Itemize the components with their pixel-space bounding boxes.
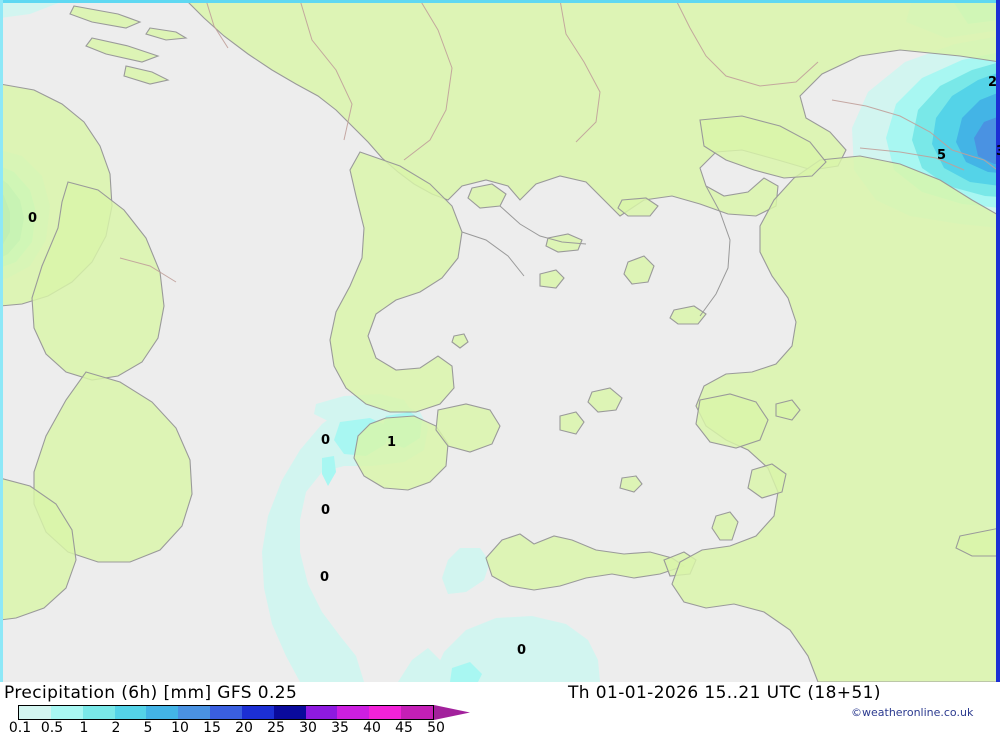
colorbar-band-0.1[interactable] [19,706,51,719]
precip-band-0.1-crete-w [442,548,490,594]
colorbar-band-15[interactable] [210,706,242,719]
land-island-cyprus-ne [955,527,1000,557]
colorbar-tick-10: 10 [171,720,189,733]
land-anatolia [671,155,1000,682]
colorbar-swatches[interactable] [18,705,434,720]
precip-band-0.1-ionian [262,400,428,682]
colorbar-tick-40: 40 [363,720,381,733]
map-frame-right [996,0,1000,682]
colorbar-band-5[interactable] [146,706,179,719]
land-anatolia-west-lobe [695,393,769,449]
land-dalmatian-islands-4 [145,27,188,41]
colorbar-band-0.5[interactable] [50,706,83,719]
copyright-notice: ©weatheronline.co.uk [851,706,974,719]
border-line-4 [675,0,819,87]
land-thrace [699,115,827,179]
coast-turkey-west [699,185,731,317]
colorbar-band-40[interactable] [369,706,402,719]
colorbar-band-45[interactable] [401,706,433,719]
forecast-datetime: Th 01-01-2026 15..21 UTC (18+51) [568,683,881,703]
map-frame-left [0,0,3,682]
colorbar-tick-20: 20 [235,720,253,733]
border-line-7 [205,0,229,49]
land-italy-lower [33,371,193,563]
map-footer: Precipitation (6h) [mm] GFS 0.25 Th 01-0… [0,682,1000,733]
coast-aegean-detail-2 [461,231,525,277]
land-dalmatian-islands-1 [69,5,142,29]
land-island-samos [669,305,707,325]
colorbar-band-25[interactable] [273,706,306,719]
land-dalmatian-islands-3 [123,65,170,85]
land-island-rhodes [747,463,787,499]
land-italy-toe [0,477,77,621]
land-island-limnos [545,233,583,253]
precipitation-legend[interactable]: 0.1 0.5 1 2 5 10 15 20 25 30 35 40 45 50 [9,705,538,733]
border-line-2 [403,0,453,161]
land-island-karpathos [711,511,739,541]
precip-band-0.5-blob-sm [322,456,336,486]
colorbar-tick-45: 45 [395,720,413,733]
colorbar-band-1[interactable] [82,706,115,719]
coast-aegean-detail-1 [499,205,587,245]
precip-band-10-ne [974,116,1000,164]
land-attica [435,403,501,453]
land-island-small-2 [559,411,585,435]
precip-band-0.5-s-lobe [450,662,482,682]
colorbar-band-35[interactable] [337,706,370,719]
land-island-small-1 [539,269,565,289]
colorbar-tick-25: 25 [267,720,285,733]
colorbar-band-30[interactable] [305,706,338,719]
colorbar-tick-30: 30 [299,720,317,733]
country-borders [119,0,1000,283]
precip-band-0.1-s-lobe [398,648,440,682]
map-canvas[interactable] [0,0,1000,682]
colorbar-overflow-arrow [434,705,470,720]
land-island-small-5 [775,399,801,421]
border-line-5 [831,99,1000,173]
colorbar-band-10[interactable] [178,706,211,719]
colorbar-tick-labels: 0.1 0.5 1 2 5 10 15 20 25 30 35 40 45 50 [9,720,474,733]
border-line-6 [859,147,965,171]
land-island-lesvos [617,197,659,217]
land-island-small-4 [451,333,469,349]
colorbar-tick-1: 1 [79,720,89,733]
border-line-8 [119,257,177,283]
colorbar-tick-0.5: 0.5 [40,720,64,733]
colorbar-tick-50: 50 [427,720,445,733]
land-dalmatian-islands-2 [85,37,160,63]
colorbar-tick-35: 35 [331,720,349,733]
border-line-3 [559,0,601,143]
landmasses [0,0,1000,682]
colorbar-tick-0.1: 0.1 [8,720,32,733]
colorbar-tick-15: 15 [203,720,221,733]
coastlines [461,185,731,317]
map-frame-top [0,0,1000,3]
land-island-small-3 [619,475,643,493]
precip-band-0.1-nw [0,0,66,18]
precipitation-map[interactable]: 0 0 1 0 0 0 2 5 3 [0,0,1000,682]
colorbar-band-20[interactable] [241,706,274,719]
land-greece-mainland [329,151,463,413]
land-island-chios [623,255,655,285]
colorbar-tick-5: 5 [143,720,153,733]
colorbar-band-2[interactable] [114,706,147,719]
colorbar-tick-2: 2 [111,720,121,733]
land-island-naxos [587,387,623,413]
product-title: Precipitation (6h) [mm] GFS 0.25 [4,683,298,703]
border-line-1 [299,0,353,141]
